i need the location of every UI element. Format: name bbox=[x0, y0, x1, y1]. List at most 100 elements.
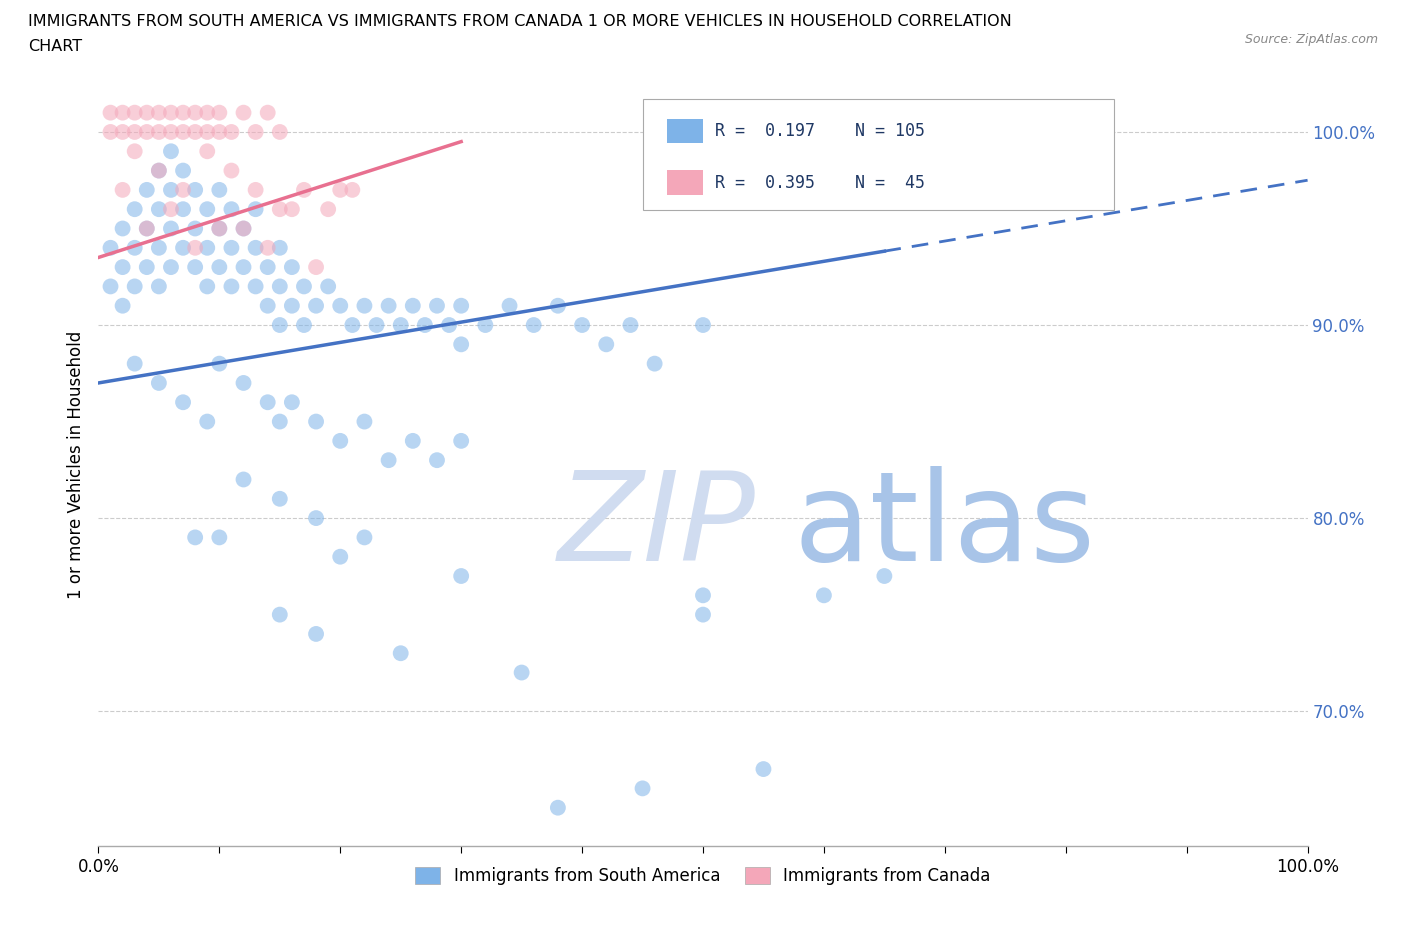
Point bbox=[172, 395, 194, 410]
Text: IMMIGRANTS FROM SOUTH AMERICA VS IMMIGRANTS FROM CANADA 1 OR MORE VEHICLES IN HO: IMMIGRANTS FROM SOUTH AMERICA VS IMMIGRA… bbox=[28, 14, 1012, 29]
Point bbox=[232, 472, 254, 487]
Point bbox=[256, 395, 278, 410]
Point bbox=[245, 202, 267, 217]
Text: atlas: atlas bbox=[793, 466, 1095, 587]
Point bbox=[281, 202, 304, 217]
Text: ZIP: ZIP bbox=[558, 466, 756, 587]
Point bbox=[100, 125, 122, 140]
Point bbox=[316, 202, 339, 217]
Point bbox=[305, 259, 328, 274]
Point bbox=[135, 105, 157, 120]
Point bbox=[148, 163, 170, 178]
Point bbox=[160, 182, 183, 197]
Point bbox=[124, 125, 146, 140]
Point bbox=[377, 299, 399, 313]
Point bbox=[111, 299, 134, 313]
Point bbox=[160, 125, 183, 140]
Point bbox=[184, 221, 207, 236]
Point bbox=[208, 259, 231, 274]
Point bbox=[292, 317, 315, 332]
Point bbox=[305, 299, 328, 313]
Point bbox=[450, 433, 472, 448]
Point bbox=[281, 395, 304, 410]
Point bbox=[619, 317, 641, 332]
Point bbox=[498, 299, 520, 313]
Point bbox=[100, 240, 122, 255]
Point bbox=[292, 182, 315, 197]
Point bbox=[692, 588, 714, 603]
Point bbox=[269, 279, 291, 294]
Point bbox=[389, 645, 412, 660]
Point bbox=[195, 125, 218, 140]
Point bbox=[329, 550, 352, 565]
Point bbox=[100, 105, 122, 120]
Point bbox=[245, 240, 267, 255]
Point bbox=[160, 105, 183, 120]
Point bbox=[232, 105, 254, 120]
Point bbox=[342, 317, 364, 332]
Point bbox=[172, 163, 194, 178]
Point bbox=[269, 607, 291, 622]
Point bbox=[245, 125, 267, 140]
Point bbox=[329, 299, 352, 313]
Point bbox=[184, 259, 207, 274]
Point bbox=[184, 182, 207, 197]
FancyBboxPatch shape bbox=[666, 170, 703, 194]
Point bbox=[195, 240, 218, 255]
Point bbox=[172, 105, 194, 120]
Point bbox=[232, 376, 254, 391]
Point bbox=[402, 299, 425, 313]
Point bbox=[547, 800, 569, 815]
Text: R =  0.395    N =  45: R = 0.395 N = 45 bbox=[716, 174, 925, 192]
Point bbox=[256, 299, 278, 313]
Point bbox=[148, 240, 170, 255]
Point bbox=[111, 221, 134, 236]
Point bbox=[269, 240, 291, 255]
Point bbox=[195, 105, 218, 120]
Point bbox=[523, 317, 546, 332]
Point bbox=[426, 453, 449, 468]
Point bbox=[124, 144, 146, 159]
Point bbox=[450, 337, 472, 352]
Point bbox=[184, 240, 207, 255]
Legend: Immigrants from South America, Immigrants from Canada: Immigrants from South America, Immigrant… bbox=[409, 860, 997, 891]
Point bbox=[269, 491, 291, 506]
Point bbox=[353, 530, 375, 545]
Point bbox=[135, 221, 157, 236]
Point bbox=[353, 299, 375, 313]
Point bbox=[269, 125, 291, 140]
Point bbox=[195, 202, 218, 217]
Point bbox=[111, 259, 134, 274]
Point bbox=[269, 414, 291, 429]
Point bbox=[195, 144, 218, 159]
Point bbox=[571, 317, 593, 332]
FancyBboxPatch shape bbox=[666, 119, 703, 143]
Point bbox=[148, 376, 170, 391]
Point bbox=[305, 511, 328, 525]
Point bbox=[111, 125, 134, 140]
Point bbox=[353, 414, 375, 429]
Point bbox=[329, 433, 352, 448]
Point bbox=[184, 105, 207, 120]
Point bbox=[292, 279, 315, 294]
Point bbox=[184, 530, 207, 545]
Point bbox=[389, 317, 412, 332]
Point bbox=[329, 182, 352, 197]
Point bbox=[208, 221, 231, 236]
Point bbox=[208, 125, 231, 140]
Point bbox=[450, 568, 472, 583]
Point bbox=[195, 279, 218, 294]
Point bbox=[595, 337, 617, 352]
Point bbox=[281, 259, 304, 274]
Point bbox=[692, 607, 714, 622]
Point bbox=[124, 279, 146, 294]
Point bbox=[135, 182, 157, 197]
Point bbox=[195, 414, 218, 429]
Point bbox=[221, 202, 243, 217]
Point bbox=[221, 279, 243, 294]
Point bbox=[160, 259, 183, 274]
Point bbox=[269, 317, 291, 332]
Point bbox=[474, 317, 496, 332]
Point bbox=[208, 356, 231, 371]
Point bbox=[510, 665, 533, 680]
